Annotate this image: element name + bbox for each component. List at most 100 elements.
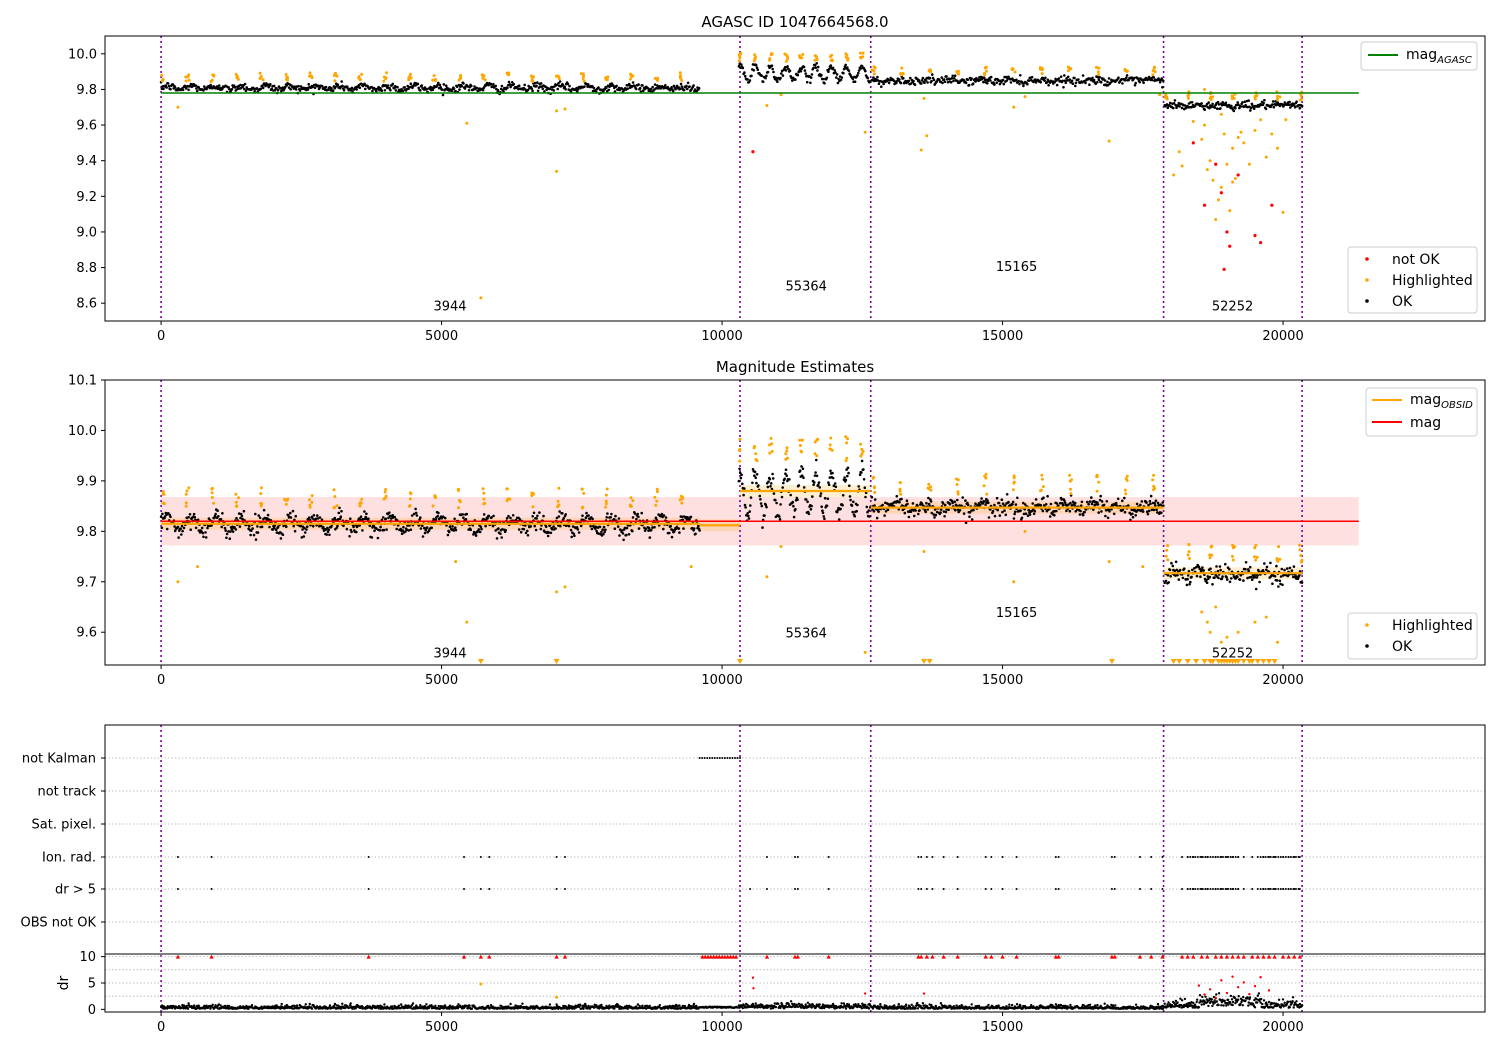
dr-ok-point xyxy=(548,1003,552,1006)
magnitude-ok-point xyxy=(951,501,954,505)
magnitude-ok-point xyxy=(546,534,550,538)
magnitude-ok-point xyxy=(1012,517,1016,520)
magnitude-ok-point xyxy=(926,508,929,511)
agasc-highlighted-point xyxy=(382,75,386,79)
flag-point xyxy=(1279,888,1282,890)
flag-point xyxy=(1054,888,1057,890)
agasc-ok-point xyxy=(1124,79,1127,82)
magnitude-highlighted-point xyxy=(954,477,958,481)
magnitude-ok-point xyxy=(1100,500,1104,503)
magnitude-highlighted-point xyxy=(332,506,336,510)
agasc-ok-point xyxy=(952,79,955,83)
agasc-ok-point xyxy=(902,77,905,80)
agasc-highlighted-point xyxy=(753,56,757,60)
magnitude-ok-point xyxy=(474,534,478,537)
magnitude-ok-point xyxy=(602,525,606,529)
flag-point xyxy=(488,888,491,890)
legend-mag-obsid-label: mag xyxy=(1410,392,1441,408)
agasc-not-ok-point xyxy=(1228,244,1232,248)
magnitude-limit-marker xyxy=(1201,659,1208,664)
magnitude-ok-point xyxy=(388,511,391,514)
agasc-ok-point xyxy=(541,87,545,91)
dr-ok-point xyxy=(648,1004,651,1008)
agasc-ok-point xyxy=(913,83,917,86)
agasc-ok-point xyxy=(810,73,814,76)
magnitude-ok-point xyxy=(480,527,483,531)
magnitude-ok-point xyxy=(1145,501,1148,504)
magnitude-ok-point xyxy=(613,527,617,530)
agasc-ok-point xyxy=(1005,79,1009,82)
flag-point xyxy=(1001,856,1004,858)
magnitude-ok-point xyxy=(213,514,217,518)
agasc-ok-point xyxy=(460,85,464,88)
agasc-ok-point xyxy=(507,80,511,84)
agasc-ok-point xyxy=(899,81,903,85)
magnitude-ok-point xyxy=(1116,497,1120,501)
magnitude-highlighted-point xyxy=(655,490,659,494)
magnitude-ok-point xyxy=(771,472,774,476)
magnitude-ok-point xyxy=(1181,576,1185,580)
agasc-ok-point xyxy=(998,82,1002,86)
agasc-highlighted-outlier xyxy=(1200,137,1204,141)
legend-mag-label: mag xyxy=(1410,415,1441,431)
agasc-obsid-label: 55364 xyxy=(786,280,827,295)
magnitude-ok-point xyxy=(802,486,806,489)
agasc-ok-point xyxy=(779,76,782,80)
agasc-ok-point xyxy=(394,89,398,92)
magnitude-highlighted-outlier xyxy=(689,565,693,569)
magnitude-ok-point xyxy=(384,517,388,521)
magnitude-xtick-label: 5000 xyxy=(425,673,458,688)
agasc-ok-point xyxy=(842,71,845,75)
agasc-ok-point xyxy=(1030,75,1034,79)
legend-highlighted-label: Highlighted xyxy=(1392,273,1473,289)
magnitude-ok-point xyxy=(1269,561,1272,565)
magnitude-ok-point xyxy=(1049,502,1053,506)
magnitude-ok-point xyxy=(1053,513,1056,517)
magnitude-ok-point xyxy=(1188,583,1191,586)
magnitude-ok-point xyxy=(368,524,372,527)
agasc-ok-point xyxy=(898,78,901,81)
agasc-highlighted-point xyxy=(870,68,874,72)
magnitude-ok-point xyxy=(461,513,465,516)
agasc-ok-point xyxy=(992,81,995,84)
magnitude-ok-point xyxy=(810,504,813,508)
magnitude-ok-point xyxy=(519,530,523,534)
magnitude-ok-point xyxy=(662,527,665,531)
magnitude-ok-point xyxy=(395,527,399,531)
magnitude-ok-point xyxy=(917,512,920,516)
agasc-highlighted-point xyxy=(799,56,803,60)
magnitude-ok-point xyxy=(955,504,958,508)
agasc-highlighted-point xyxy=(957,72,960,76)
magnitude-highlighted-point xyxy=(1255,555,1259,559)
magnitude-ok-point xyxy=(680,515,684,519)
magnitude-ok-point xyxy=(739,476,743,480)
agasc-ok-point xyxy=(982,80,985,84)
agasc-ok-point xyxy=(439,86,443,89)
magnitude-ok-point xyxy=(194,526,198,530)
flag-point xyxy=(1139,888,1141,890)
magnitude-highlighted-point xyxy=(237,496,240,500)
agasc-ok-point xyxy=(587,83,590,86)
magnitude-ok-point xyxy=(336,524,339,528)
magnitude-ok-point xyxy=(356,524,360,527)
magnitude-highlighted-point xyxy=(1231,543,1234,547)
magnitude-highlighted-point xyxy=(259,486,263,490)
magnitude-highlighted-point xyxy=(360,497,364,501)
magnitude-ok-point xyxy=(312,514,316,517)
agasc-ok-point xyxy=(1026,82,1029,86)
dr-ok-point xyxy=(227,1004,231,1008)
agasc-ok-point xyxy=(649,87,653,91)
agasc-highlighted-outlier xyxy=(765,103,769,107)
flag-point xyxy=(1206,856,1209,858)
agasc-ok-point xyxy=(311,85,315,89)
agasc-ok-point xyxy=(1125,76,1128,80)
agasc-ok-point xyxy=(1015,78,1018,82)
agasc-ok-point xyxy=(887,81,891,85)
agasc-highlighted-point xyxy=(186,75,190,79)
agasc-ok-point xyxy=(1019,74,1022,77)
agasc-ok-point xyxy=(530,87,534,90)
agasc-highlighted-point xyxy=(433,79,437,83)
magnitude-ok-point xyxy=(1146,512,1150,516)
magnitude-highlighted-point xyxy=(1254,558,1258,562)
agasc-axes-frame xyxy=(104,35,1486,322)
